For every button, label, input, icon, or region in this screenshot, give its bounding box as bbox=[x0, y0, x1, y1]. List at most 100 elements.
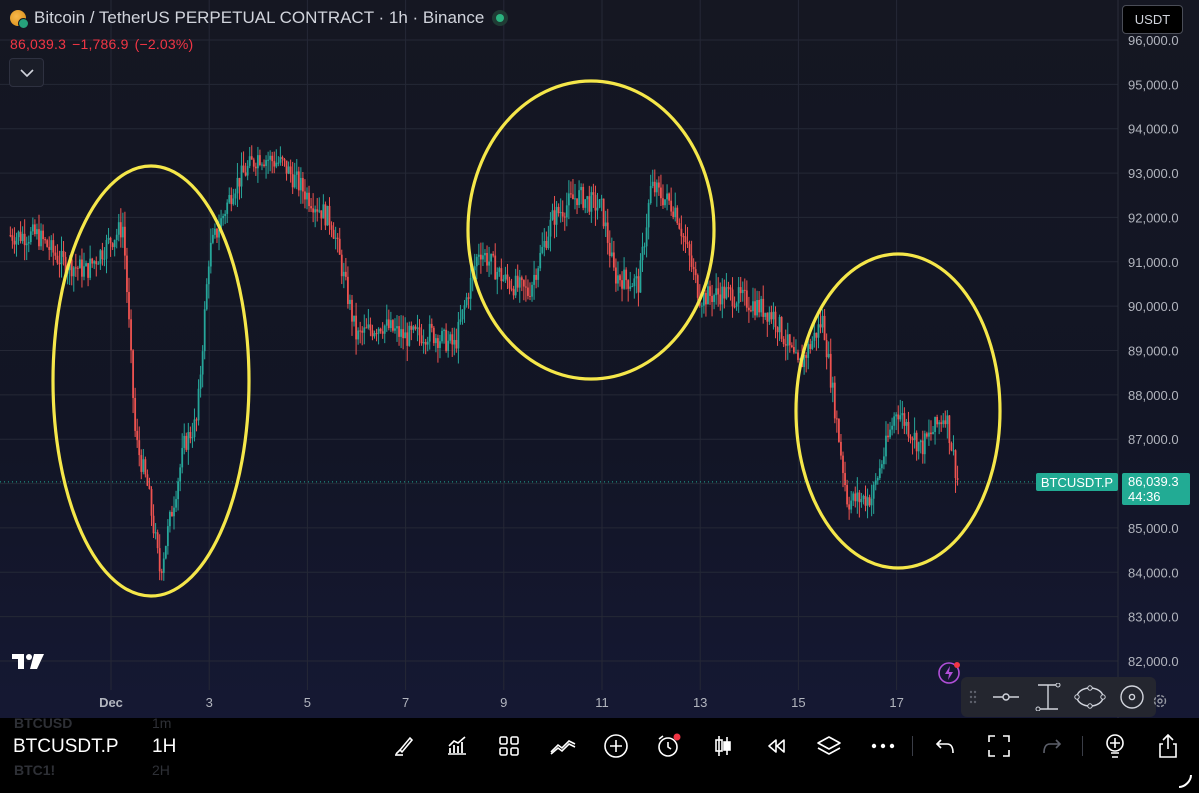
candle-body bbox=[17, 231, 20, 238]
candle-body bbox=[694, 269, 697, 276]
candle-body bbox=[457, 321, 460, 349]
ghost-symbol-2: BTC1! bbox=[14, 762, 56, 778]
candle-body bbox=[484, 253, 486, 256]
candle-body bbox=[813, 332, 816, 341]
candle-body bbox=[670, 200, 673, 212]
candle-body bbox=[40, 230, 42, 247]
candle-body bbox=[870, 498, 873, 506]
tradingview-logo-icon bbox=[12, 654, 44, 669]
annotation-ellipse[interactable] bbox=[466, 79, 716, 381]
undo-icon[interactable] bbox=[931, 732, 959, 760]
annotation-ellipse[interactable] bbox=[51, 164, 251, 598]
add-icon[interactable] bbox=[602, 732, 630, 760]
share-icon[interactable] bbox=[1154, 732, 1182, 760]
drawing-toolbar[interactable] bbox=[961, 677, 1156, 717]
candle-body bbox=[367, 324, 370, 328]
candle-body bbox=[232, 198, 235, 205]
layout-grid-icon[interactable] bbox=[495, 732, 523, 760]
candle-body bbox=[203, 309, 206, 352]
drag-handle-icon[interactable] bbox=[961, 690, 985, 704]
candle-body bbox=[109, 237, 112, 244]
candle-body bbox=[414, 326, 417, 329]
price-axis-label: 89,000.0 bbox=[1128, 344, 1179, 359]
candle-body bbox=[780, 317, 783, 339]
last-price: 86,039.3 bbox=[10, 36, 67, 52]
candle-body bbox=[44, 239, 47, 241]
candle-body bbox=[956, 478, 959, 480]
candle-body bbox=[856, 492, 859, 502]
candle-body bbox=[441, 330, 443, 342]
fullscreen-icon[interactable] bbox=[985, 732, 1013, 760]
alarm-icon[interactable] bbox=[655, 732, 683, 760]
indicators-icon[interactable] bbox=[443, 732, 471, 760]
gear-icon[interactable] bbox=[1152, 693, 1168, 709]
candle-body bbox=[240, 165, 243, 187]
candle-body bbox=[60, 250, 63, 265]
price-range-tool-icon[interactable] bbox=[1027, 683, 1069, 711]
price-axis-label: 90,000.0 bbox=[1128, 299, 1179, 314]
candle-body bbox=[199, 374, 202, 389]
candle-body bbox=[132, 350, 134, 398]
candle-body bbox=[825, 340, 828, 358]
candle-body bbox=[887, 435, 889, 438]
candle-body bbox=[758, 299, 761, 313]
collapse-legend-button[interactable] bbox=[9, 58, 44, 87]
candle-body bbox=[418, 327, 421, 336]
candle-body bbox=[631, 286, 634, 288]
candle-body bbox=[940, 422, 943, 425]
candle-body bbox=[903, 413, 906, 426]
candle-body bbox=[494, 255, 497, 280]
candle-body bbox=[846, 484, 848, 505]
idea-lightbulb-icon[interactable] bbox=[1101, 732, 1129, 760]
candle-body bbox=[64, 256, 67, 274]
brush-icon[interactable] bbox=[390, 732, 418, 760]
candle-body bbox=[821, 315, 824, 328]
compare-icon[interactable] bbox=[549, 732, 577, 760]
symbol-title[interactable]: Bitcoin / TetherUS PERPETUAL CONTRACT · … bbox=[34, 8, 485, 27]
annotation-ellipse[interactable] bbox=[794, 252, 1002, 570]
candle-body bbox=[874, 480, 877, 485]
price-chart[interactable]: 96,000.0 95,000.0 94,000.0 93,000.0 92,000.0… bbox=[0, 0, 1199, 718]
candles-icon[interactable] bbox=[709, 732, 737, 760]
layers-icon[interactable] bbox=[815, 732, 843, 760]
candle-body bbox=[396, 326, 398, 329]
currency-selector[interactable]: USDT bbox=[1122, 5, 1183, 34]
candle-body bbox=[919, 440, 922, 443]
candle-body bbox=[451, 334, 454, 345]
redo-icon[interactable] bbox=[1038, 732, 1066, 760]
candle-body bbox=[267, 159, 270, 161]
candle-body bbox=[946, 415, 949, 425]
candle-body bbox=[784, 344, 787, 346]
candle-body bbox=[854, 493, 857, 502]
candle-body bbox=[422, 342, 425, 344]
candle-body bbox=[25, 243, 28, 246]
lightning-icon[interactable] bbox=[937, 661, 961, 685]
candle-body bbox=[144, 459, 147, 475]
candle-body bbox=[938, 422, 941, 425]
horizontal-line-tool-icon[interactable] bbox=[985, 690, 1027, 704]
candle-body bbox=[567, 193, 570, 206]
candle-body bbox=[633, 278, 636, 287]
candle-body bbox=[754, 301, 756, 316]
candle-body bbox=[252, 159, 255, 167]
candle-body bbox=[152, 515, 155, 534]
candle-body bbox=[835, 418, 838, 420]
more-icon[interactable] bbox=[869, 732, 897, 760]
replay-icon[interactable] bbox=[762, 732, 790, 760]
candle-body bbox=[52, 240, 55, 253]
candle-body bbox=[140, 455, 143, 472]
symbol-button[interactable]: BTCUSDT.P bbox=[13, 736, 119, 757]
candle-body bbox=[678, 223, 681, 229]
candle-body bbox=[645, 227, 648, 247]
timeframe-button[interactable]: 1H bbox=[152, 736, 177, 757]
candle-body bbox=[463, 305, 466, 310]
candle-body bbox=[684, 236, 687, 243]
circle-tool-icon[interactable] bbox=[1111, 683, 1153, 711]
chart-pane[interactable]: 96,000.0 95,000.0 94,000.0 93,000.0 92,000.0… bbox=[0, 0, 1199, 718]
candle-body bbox=[193, 419, 196, 438]
candle-body bbox=[281, 157, 284, 159]
ellipse-tool-icon[interactable] bbox=[1069, 684, 1111, 710]
symbol-header[interactable]: Bitcoin / TetherUS PERPETUAL CONTRACT · … bbox=[10, 8, 509, 29]
candle-body bbox=[717, 288, 720, 295]
candle-body bbox=[42, 230, 44, 240]
